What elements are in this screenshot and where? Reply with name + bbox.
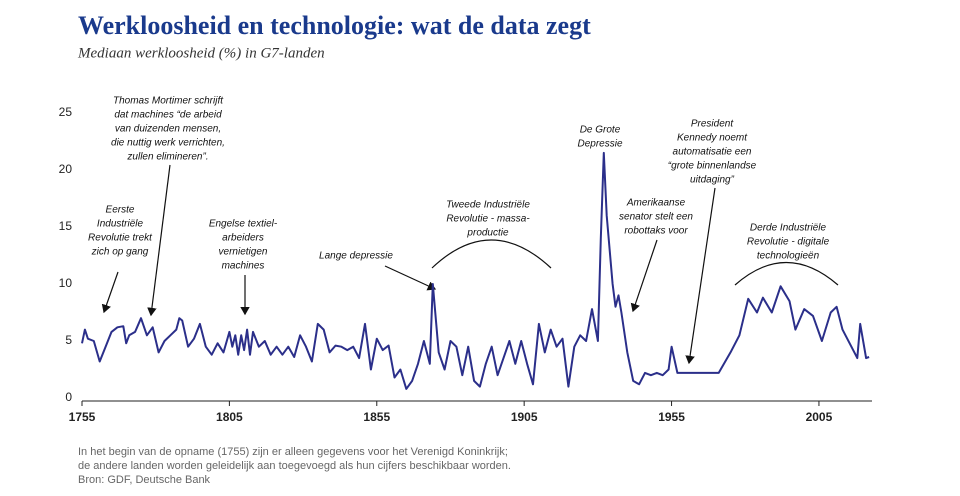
annotation: dat machines “de arbeid <box>114 110 222 121</box>
annotation: Revolutie - massa- <box>446 214 530 225</box>
x-tick-label: 1755 <box>69 410 96 424</box>
annotation: Derde Industriële <box>750 223 827 234</box>
y-tick-label: 10 <box>59 276 73 290</box>
x-tick-label: 2005 <box>806 410 833 424</box>
annotation: De Grote <box>580 125 621 136</box>
annotation: senator stelt een <box>619 212 693 223</box>
data-line <box>81 151 870 390</box>
annotation: Thomas Mortimer schrijft <box>113 96 224 107</box>
y-tick-label: 0 <box>65 390 72 404</box>
annotation: die nuttig werk verrichten, <box>111 138 225 149</box>
annotation: Industriële <box>97 219 144 230</box>
annotation: machines <box>222 261 265 272</box>
annotation: vernietigen <box>219 247 268 258</box>
y-tick-label: 25 <box>59 105 73 119</box>
x-tick-label: 1805 <box>216 410 243 424</box>
annotation-arrows <box>101 164 839 365</box>
annotation: van duizenden mensen, <box>115 124 221 135</box>
annotation: Lange depressie <box>319 251 393 262</box>
chart-subtitle: Mediaan werkloosheid (%) in G7-landen <box>77 45 325 61</box>
annotation: zullen elimineren”. <box>126 152 208 163</box>
chart-title: Werkloosheid en technologie: wat de data… <box>78 11 591 40</box>
annotation: zich op gang <box>91 247 149 258</box>
footnote: de andere landen worden geleidelijk aan … <box>78 460 511 472</box>
x-tick-label: 1905 <box>511 410 538 424</box>
annotation: Tweede Industriële <box>446 200 530 211</box>
x-tick-label: 1855 <box>363 410 390 424</box>
annotation: “grote binnenlandse <box>668 161 757 172</box>
annotation: productie <box>466 228 509 239</box>
annotation: automatisatie een <box>673 147 752 158</box>
y-tick-label: 5 <box>65 333 72 347</box>
y-tick-label: 20 <box>59 162 73 176</box>
annotation: Depressie <box>577 139 622 150</box>
y-tick-label: 15 <box>59 219 73 233</box>
footnote: In het begin van de opname (1755) zijn e… <box>78 446 508 458</box>
x-tick-label: 1955 <box>658 410 685 424</box>
annotation: Revolutie trekt <box>88 233 153 244</box>
annotation: uitdaging” <box>690 175 735 186</box>
annotation: Amerikaanse <box>626 198 686 209</box>
annotation: robottaks voor <box>624 226 688 237</box>
annotation: Engelse textiel- <box>209 219 278 230</box>
annotation: technologieën <box>757 251 820 262</box>
annotation: Eerste <box>106 205 135 216</box>
annotation: Kennedy noemt <box>677 133 748 144</box>
footnote: Bron: GDF, Deutsche Bank <box>78 474 211 486</box>
annotation: President <box>691 119 734 130</box>
annotation: arbeiders <box>222 233 264 244</box>
annotation: Revolutie - digitale <box>747 237 830 248</box>
